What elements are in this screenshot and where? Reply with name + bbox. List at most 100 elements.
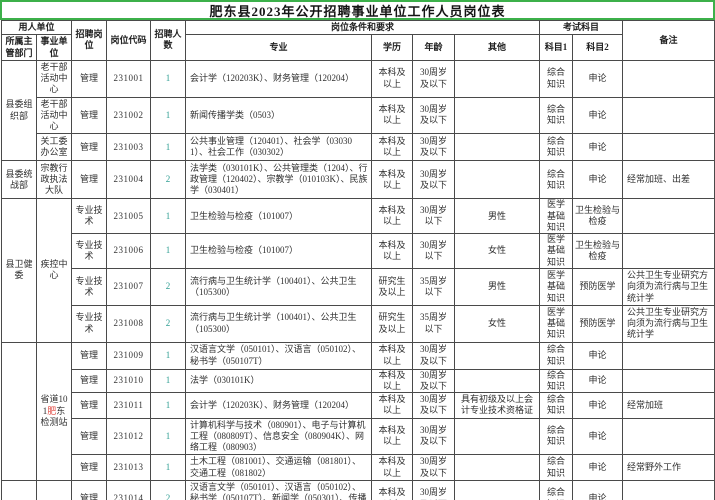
unit-cell: 疾控中心 [35, 198, 73, 343]
post-type-cell: 专业技术 [71, 198, 108, 234]
education-cell: 研究生及以上 [371, 268, 414, 306]
age-cell: 30周岁及以下 [412, 392, 456, 419]
headcount-cell: 2 [150, 160, 187, 200]
subject1-cell: 综合知识 [539, 392, 574, 419]
subject2-cell: 申论 [572, 59, 624, 98]
post-code-cell: 231002 [106, 96, 152, 135]
age-cell: 30周岁及以下 [412, 454, 456, 481]
post-code-cell: 231013 [106, 454, 152, 481]
education-cell: 本科及以上 [371, 417, 414, 456]
col-header-subject2: 科目2 [572, 34, 624, 61]
remark-cell [622, 59, 715, 98]
post-type-cell: 管理 [71, 96, 108, 135]
age-cell: 30周岁及以下 [412, 133, 456, 162]
age-cell: 30周岁及以下 [412, 341, 456, 370]
unit-cell: 省道101肥东检测站 [35, 341, 73, 481]
remark-cell: 经常野外工作 [622, 454, 715, 481]
position-row-231003: 关工委办公室 管理 231003 1 公共事业管理（120401）、社会学（030301… [2, 133, 715, 162]
col-header-education: 学历 [371, 34, 414, 61]
age-cell: 30周岁及以下 [412, 417, 456, 456]
remark-cell [622, 417, 715, 456]
headcount-cell: 1 [150, 368, 187, 393]
col-header-exam: 考试科目 [539, 19, 624, 36]
position-row-231010: 管理 231010 1 法学（030101K） 本科及以上 30周岁及以下 综合知识 申论 [2, 368, 715, 393]
subject2-cell: 申论 [572, 454, 624, 481]
remark-cell: 公共卫生专业研究方向须为流行病与卫生统计学 [622, 268, 715, 306]
unit-cell: 省道105肥东检测站 [35, 479, 73, 500]
headcount-cell: 1 [150, 96, 187, 135]
col-header-post-type: 招聘岗位 [71, 20, 108, 61]
subject2-cell: 预防医学 [572, 268, 624, 306]
subject1-cell: 综合知识 [539, 96, 574, 135]
post-type-cell: 管理 [71, 160, 108, 200]
subject2-cell: 申论 [572, 160, 624, 200]
post-type-cell: 管理 [71, 341, 108, 370]
headcount-cell: 1 [150, 133, 187, 162]
subject1-cell: 医学基础知识 [539, 268, 574, 306]
education-cell: 本科及以上 [371, 96, 414, 135]
major-cell: 会计学（120203K）、财务管理（120204） [185, 59, 373, 98]
remark-cell [622, 341, 715, 370]
education-cell: 本科及以上 [371, 198, 414, 234]
post-code-cell: 231004 [106, 160, 152, 200]
subject2-cell: 卫生检验与检疫 [572, 233, 624, 269]
major-cell: 卫生检验与检疫（101007） [185, 233, 373, 269]
post-code-cell: 231007 [106, 268, 152, 306]
other-cell: 女性 [454, 233, 541, 269]
position-row-231002: 老干部活动中心 管理 231002 1 新闻传播学类（0503） 本科及以上 30周岁及以下… [2, 96, 715, 135]
major-cell: 卫生检验与检疫（101007） [185, 198, 373, 234]
major-cell: 法学（030101K） [185, 368, 373, 393]
major-cell: 汉语言文学（050101）、汉语言（050102）、秘书学（050107T） [185, 341, 373, 370]
position-row-231007: 专业技术 231007 2 流行病与卫生统计学（100401）、公共卫生（105300… [2, 268, 715, 306]
post-type-cell: 管理 [71, 417, 108, 456]
position-row-231004: 县委统战部 宗教行政执法大队 管理 231004 2 法学类（030101K）、公共管理类… [1, 160, 715, 200]
education-cell: 本科及以上 [371, 133, 414, 162]
col-header-age: 年龄 [412, 34, 456, 61]
col-header-major: 专业 [185, 34, 373, 61]
other-cell: 男性 [454, 198, 541, 234]
education-cell: 本科及以上 [371, 160, 414, 200]
headcount-cell: 1 [150, 233, 187, 269]
remark-cell: 经常加班、出差 [622, 160, 715, 200]
age-cell: 30周岁及以下 [412, 479, 456, 500]
position-row-231013: 管理 231013 1 土木工程（081001）、交通运输（081801）、交通工程（… [2, 454, 715, 481]
subject2-cell: 申论 [572, 133, 624, 162]
subject1-cell: 医学基础知识 [539, 198, 574, 234]
subject2-cell: 申论 [572, 341, 624, 370]
col-header-post-code: 岗位代码 [106, 20, 152, 61]
position-row-231012: 管理 231012 1 计算机科学与技术（080901）、电子与计算机工程（08080… [2, 417, 715, 456]
position-row-231001: 县委组织部 老干部活动中心 管理 231001 1 会计学（120203K）、财务管理（1… [1, 59, 715, 162]
subject1-cell: 综合知识 [539, 341, 574, 370]
major-cell: 流行病与卫生统计学（100401）、公共卫生（105300） [185, 304, 373, 343]
post-code-cell: 231005 [106, 198, 152, 234]
major-cell: 新闻传播学类（0503） [185, 96, 373, 135]
subject1-cell: 医学基础知识 [539, 304, 574, 343]
subject1-cell: 综合知识 [539, 59, 574, 98]
other-cell: 女性 [454, 304, 541, 343]
post-code-cell: 231014 [106, 479, 152, 500]
dept-cell: 县委组织部 [1, 59, 37, 162]
education-cell: 本科及以上 [371, 59, 414, 98]
major-cell: 流行病与卫生统计学（100401）、公共卫生（105300） [185, 268, 373, 306]
major-cell: 汉语言文学（050101）、汉语言（050102）、秘书学（050107T）、新… [185, 479, 373, 500]
education-cell: 本科及以上 [371, 479, 414, 500]
age-cell: 30周岁及以下 [412, 96, 456, 135]
remark-cell [622, 479, 715, 500]
age-cell: 30周岁及以下 [412, 160, 456, 200]
post-type-cell: 专业技术 [71, 233, 108, 269]
headcount-cell: 1 [150, 392, 187, 419]
post-type-cell: 管理 [71, 368, 108, 393]
other-cell [454, 133, 541, 162]
other-cell [454, 368, 541, 393]
page-title: 肥东县2023年公开招聘事业单位工作人员岗位表 [0, 0, 715, 20]
subject2-cell: 申论 [572, 417, 624, 456]
education-cell: 本科及以上 [371, 392, 414, 419]
remark-cell [622, 96, 715, 135]
dept-cell: 县卫健委 [1, 198, 37, 343]
headcount-cell: 2 [150, 479, 187, 500]
subject1-cell: 综合知识 [539, 133, 574, 162]
col-header-other: 其他 [454, 34, 541, 61]
col-header-subject1: 科目1 [539, 34, 574, 61]
position-row-231006: 专业技术 231006 1 卫生检验与检疫（101007） 本科及以上 30周岁以下 女性医… [2, 233, 715, 269]
education-cell: 研究生及以上 [371, 304, 414, 343]
